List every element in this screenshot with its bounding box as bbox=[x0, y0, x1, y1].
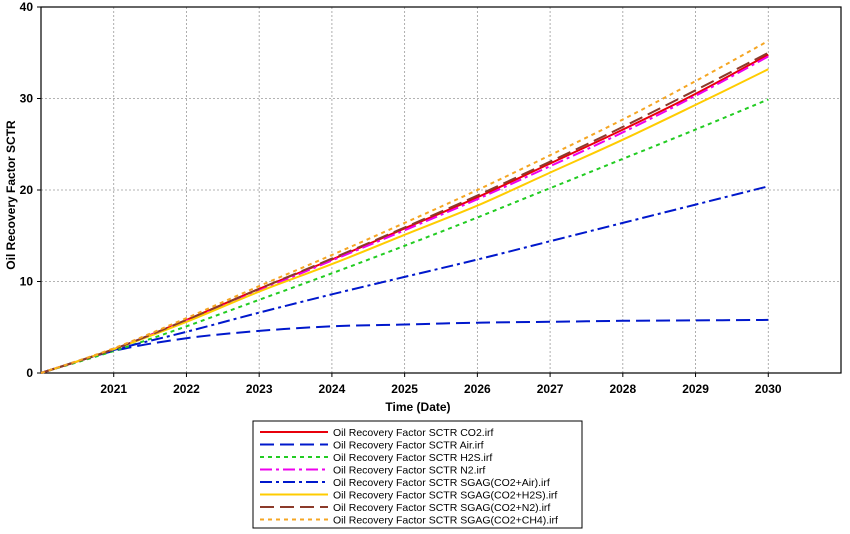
legend-label: Oil Recovery Factor SCTR CO2.irf bbox=[333, 427, 494, 439]
x-axis-title: Time (Date) bbox=[385, 400, 450, 414]
x-tick-label: 2022 bbox=[173, 382, 200, 396]
series-line-7 bbox=[40, 51, 769, 374]
y-tick-label: 10 bbox=[20, 275, 34, 289]
series-line-3 bbox=[40, 98, 769, 374]
series-line-5 bbox=[40, 185, 769, 374]
legend-label: Oil Recovery Factor SCTR SGAG(CO2+CH4).i… bbox=[333, 515, 558, 527]
legend-label: Oil Recovery Factor SCTR SGAG(CO2+N2).ir… bbox=[333, 502, 550, 514]
y-axis-title: Oil Recovery Factor SCTR bbox=[4, 120, 18, 270]
series-line-8 bbox=[40, 40, 769, 374]
y-tick-labels: 0 10 20 30 40 bbox=[20, 0, 41, 380]
y-tick-label: 20 bbox=[20, 183, 34, 197]
x-tick-label: 2024 bbox=[319, 382, 346, 396]
x-tick-label: 2026 bbox=[464, 382, 491, 396]
x-tick-label: 2030 bbox=[755, 382, 782, 396]
legend-label: Oil Recovery Factor SCTR Air.irf bbox=[333, 440, 484, 452]
x-tick-label: 2025 bbox=[391, 382, 418, 396]
series-layer bbox=[40, 40, 769, 374]
x-tick-label: 2028 bbox=[609, 382, 636, 396]
series-line-2 bbox=[40, 318, 769, 374]
legend-label: Oil Recovery Factor SCTR SGAG(CO2+H2S).i… bbox=[333, 490, 557, 502]
legend-label: Oil Recovery Factor SCTR H2S.irf bbox=[333, 452, 492, 464]
y-tick-label: 30 bbox=[20, 92, 34, 106]
series-line-6 bbox=[40, 68, 769, 374]
legend-label: Oil Recovery Factor SCTR SGAG(CO2+Air).i… bbox=[333, 477, 550, 489]
x-tick-label: 2029 bbox=[682, 382, 709, 396]
y-tick-label: 0 bbox=[26, 366, 33, 380]
grid-lines bbox=[41, 7, 841, 373]
x-tick-label: 2021 bbox=[100, 382, 127, 396]
x-tick-label: 2027 bbox=[537, 382, 564, 396]
legend-label: Oil Recovery Factor SCTR N2.irf bbox=[333, 465, 485, 477]
x-tick-labels: 2021 2022 2023 2024 2025 2026 2027 2028 2029 2030 bbox=[100, 373, 782, 396]
x-tick-label: 2023 bbox=[246, 382, 273, 396]
y-tick-label: 40 bbox=[20, 0, 34, 14]
legend-box bbox=[252, 420, 583, 529]
